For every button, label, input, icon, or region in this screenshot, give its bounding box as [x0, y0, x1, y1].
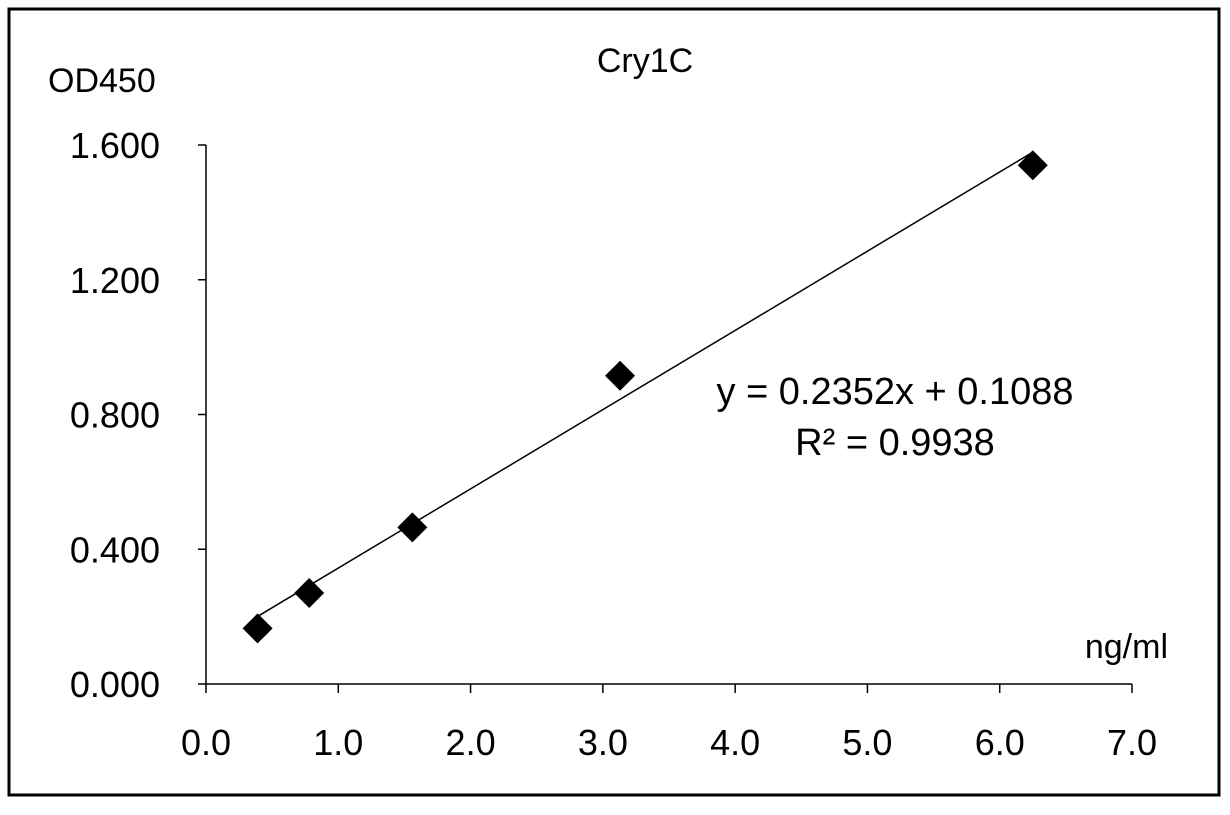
y-tick-label: 0.400	[70, 529, 160, 570]
x-tick-label: 4.0	[710, 722, 760, 763]
trendline-r-squared: R² = 0.9938	[795, 422, 995, 464]
x-tick-label: 5.0	[842, 722, 892, 763]
chart-title: Cry1C	[597, 42, 693, 80]
x-tick-label: 0.0	[181, 722, 231, 763]
x-tick-label: 3.0	[578, 722, 628, 763]
x-tick-label: 7.0	[1107, 722, 1157, 763]
x-tick-label: 1.0	[313, 722, 363, 763]
trendline-equation: y = 0.2352x + 0.1088	[716, 371, 1073, 413]
y-axis-label: OD450	[48, 62, 156, 100]
x-axis-label: ng/ml	[1085, 628, 1168, 666]
y-tick-label: 1.600	[70, 125, 160, 166]
x-tick-label: 2.0	[446, 722, 496, 763]
x-tick-label: 6.0	[975, 722, 1025, 763]
y-tick-label: 0.800	[70, 395, 160, 436]
y-tick-label: 1.200	[70, 260, 160, 301]
y-tick-label: 0.000	[70, 664, 160, 705]
